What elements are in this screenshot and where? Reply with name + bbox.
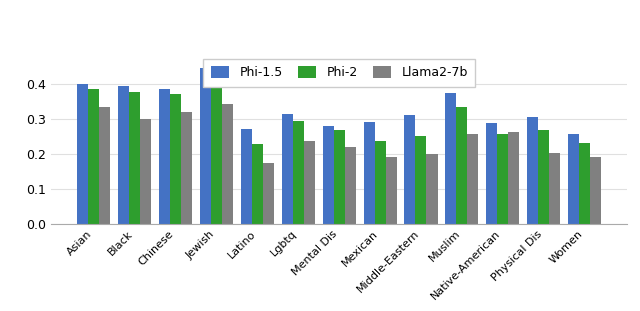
Bar [263, 163, 274, 224]
Bar [200, 67, 211, 224]
Bar [538, 130, 549, 224]
Bar [527, 117, 538, 224]
Bar [77, 84, 88, 224]
Bar [549, 153, 560, 224]
Bar [304, 141, 315, 224]
Bar [129, 92, 140, 224]
Bar [385, 157, 397, 224]
Bar [293, 121, 304, 224]
Bar [374, 141, 385, 224]
Bar [282, 114, 293, 224]
Bar [181, 112, 192, 224]
Bar [222, 104, 233, 224]
Bar [426, 154, 438, 224]
Bar [241, 129, 252, 224]
Bar [568, 134, 579, 224]
Bar [118, 86, 129, 224]
Bar [590, 157, 601, 224]
Bar [211, 79, 222, 224]
Bar [445, 93, 456, 224]
Bar [170, 95, 181, 224]
Bar [99, 107, 111, 224]
Bar [467, 134, 478, 224]
Bar [497, 134, 508, 224]
Bar [252, 144, 263, 224]
Bar [345, 147, 356, 224]
Bar [88, 89, 99, 224]
Bar [579, 143, 590, 224]
Bar [415, 137, 426, 224]
Bar [323, 126, 333, 224]
Bar [159, 89, 170, 224]
Bar [508, 132, 519, 224]
Bar [486, 123, 497, 224]
Bar [333, 130, 345, 224]
Legend: Phi-1.5, Phi-2, Llama2-7b: Phi-1.5, Phi-2, Llama2-7b [203, 59, 476, 87]
Bar [456, 107, 467, 224]
Bar [364, 123, 374, 224]
Bar [404, 115, 415, 224]
Bar [140, 119, 152, 224]
